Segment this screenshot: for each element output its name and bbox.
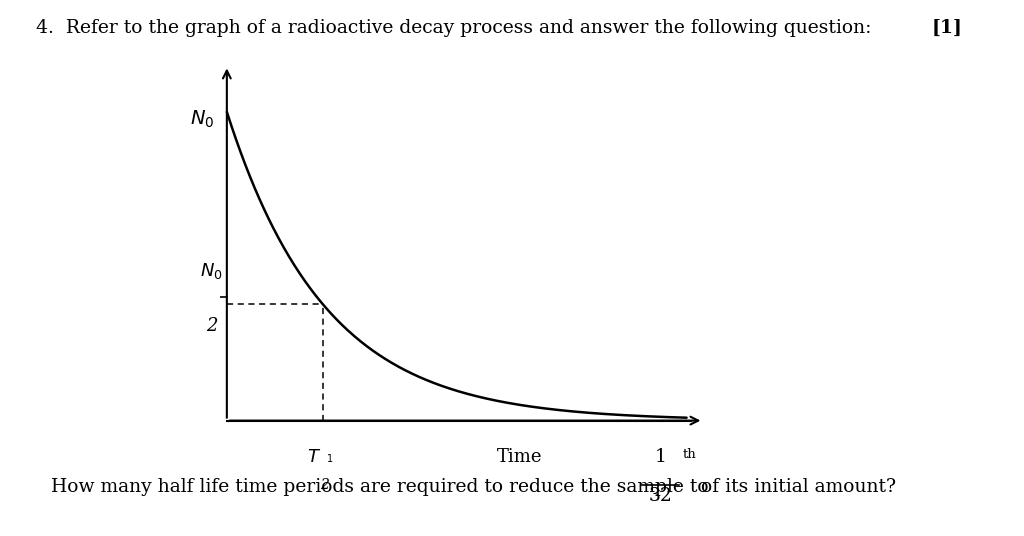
Text: How many half life time periods are required to reduce the sample to: How many half life time periods are requ… [51, 478, 709, 496]
Text: Time: Time [497, 449, 542, 466]
Text: 4.  Refer to the graph of a radioactive decay process and answer the following q: 4. Refer to the graph of a radioactive d… [36, 19, 871, 37]
Text: $T$: $T$ [307, 449, 322, 466]
Text: $_1$: $_1$ [327, 451, 334, 465]
Text: of its initial amount?: of its initial amount? [701, 478, 896, 496]
Text: 32: 32 [648, 487, 673, 505]
Text: 1: 1 [654, 448, 667, 466]
Text: 2: 2 [321, 478, 329, 492]
Text: $N_0$: $N_0$ [190, 109, 214, 130]
Text: [1]: [1] [932, 19, 963, 37]
Text: 2: 2 [206, 317, 217, 335]
Text: th: th [683, 448, 696, 461]
Text: $N_0$: $N_0$ [201, 261, 223, 281]
